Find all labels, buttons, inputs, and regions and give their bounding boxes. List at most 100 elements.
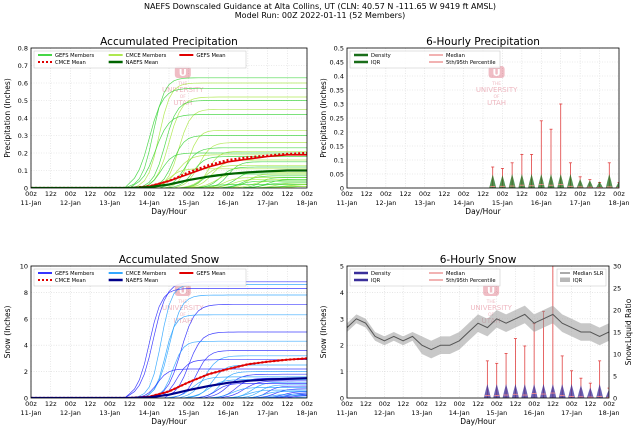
y-tick-label: 6 [24, 315, 28, 323]
x-tick-day: 13-Jan [414, 199, 435, 207]
x-tick-hour: 12z [281, 400, 293, 408]
y-tick-label: 0.1 [334, 157, 344, 165]
legend: GEFS Members CMCE Members GEFS Mean CMCE Me… [33, 50, 247, 69]
density-violin [530, 384, 538, 398]
member-line [31, 284, 307, 398]
y-axis-label: Snow (Inches) [3, 306, 12, 359]
x-tick-hour: 12z [435, 400, 447, 408]
member-line [31, 380, 307, 398]
x-tick-hour: 12z [399, 190, 411, 198]
legend-label: Density [371, 271, 391, 277]
cmce-mean-line [31, 357, 307, 398]
x-tick-hour: 12z [45, 190, 57, 198]
member-line [31, 129, 307, 188]
x-tick-hour: 00z [25, 400, 37, 408]
x-tick-hour: 00z [143, 400, 155, 408]
x-tick-hour: 00z [416, 400, 428, 408]
member-line [31, 387, 307, 398]
x-tick-day: 18-Jan [297, 199, 318, 207]
x-tick-hour: 12z [477, 190, 489, 198]
density-violin [596, 384, 604, 398]
plot-frame [30, 265, 308, 399]
utah-logo-letter: U [179, 286, 187, 297]
member-line [31, 159, 307, 188]
y-tick-label: 0.5 [18, 97, 28, 105]
slr-median-line [347, 313, 609, 351]
density-violin [558, 384, 566, 398]
x-tick-day: 16-Jan [531, 199, 552, 207]
y2-tick-label: 25 [613, 285, 621, 293]
x-tick-day: 12-Jan [60, 199, 81, 207]
y-tick-label: 5 [340, 263, 344, 271]
x-tick-hour: 00z [613, 190, 625, 198]
chart-title: 6-Hourly Snow [440, 254, 517, 266]
legend-label: CMCE Members [126, 53, 167, 59]
member-line [31, 359, 307, 398]
density-violin [577, 385, 585, 398]
x-tick-hour: 12z [163, 190, 175, 198]
watermark-utah: UTAH [487, 99, 506, 107]
x-tick-day: 17-Jan [257, 409, 278, 417]
y-tick-label: 0 [340, 395, 344, 403]
y-tick-label: 0 [340, 185, 344, 193]
x-tick-hour: 00z [301, 190, 313, 198]
utah-logo-letter: U [493, 68, 501, 79]
density-violin [502, 384, 510, 398]
member-line [31, 303, 307, 398]
plot-area [489, 103, 619, 188]
y-tick-label: 0.3 [18, 132, 28, 140]
watermark-the: THE [491, 81, 501, 87]
density-violin [568, 384, 576, 398]
density-violin [518, 174, 526, 188]
x-tick-hour: 00z [183, 400, 195, 408]
density-violin [528, 174, 536, 188]
watermark-the: THE [486, 299, 496, 305]
member-line [31, 77, 307, 188]
model-run-subtitle: Model Run: 00Z 2022-01-11 (52 Members) [234, 11, 406, 20]
density-violin [586, 387, 594, 398]
legend-label: CMCE Members [126, 271, 167, 277]
legend-label: Density [371, 53, 391, 59]
x-tick-hour: 00z [65, 190, 77, 198]
x-tick-hour: 00z [25, 190, 37, 198]
x-tick-hour: 12z [555, 190, 567, 198]
legend-label: IQR [371, 60, 381, 66]
member-line [31, 135, 307, 188]
member-line [31, 377, 307, 398]
plot-frame [346, 265, 610, 399]
member-line [31, 184, 307, 188]
x-axis-label: Day/Hour [465, 207, 501, 216]
chart-title: 6-Hourly Precipitation [426, 36, 540, 48]
watermark-utah: UTAH [173, 99, 192, 107]
x-tick-hour: 00z [380, 190, 392, 198]
member-line [31, 182, 307, 188]
x-tick-day: 18-Jan [297, 409, 318, 417]
density-violin [576, 178, 584, 188]
member-line [31, 166, 307, 188]
member-line [31, 391, 307, 398]
plot-frame [30, 47, 308, 189]
legend2-swatch [560, 277, 570, 282]
member-line [31, 173, 307, 188]
member-line [31, 364, 307, 398]
x-tick-hour: 12z [584, 400, 596, 408]
utah-logo-icon [174, 66, 191, 78]
member-line [31, 154, 307, 188]
y-tick-label: 0.8 [18, 45, 28, 53]
x-tick-hour: 00z [574, 190, 586, 198]
legend-label: CMCE Mean [55, 278, 86, 284]
member-line [31, 393, 307, 398]
chart-title: Accumulated Snow [119, 254, 220, 266]
legend: Density Median IQR 5th/95th Percentile Media… [349, 268, 607, 287]
legend-label: GEFS Mean [196, 53, 225, 59]
member-line [31, 156, 307, 188]
density-violin [547, 174, 555, 188]
x-tick-day: 16-Jan [524, 409, 545, 417]
x-tick-day: 13-Jan [411, 409, 432, 417]
x-tick-day: 12-Jan [375, 199, 396, 207]
y-tick-label: 10 [20, 263, 28, 271]
utah-logo-icon [488, 66, 505, 78]
watermark-of: OF [180, 312, 187, 318]
y-axis-label: Snow (Inches) [319, 306, 328, 359]
